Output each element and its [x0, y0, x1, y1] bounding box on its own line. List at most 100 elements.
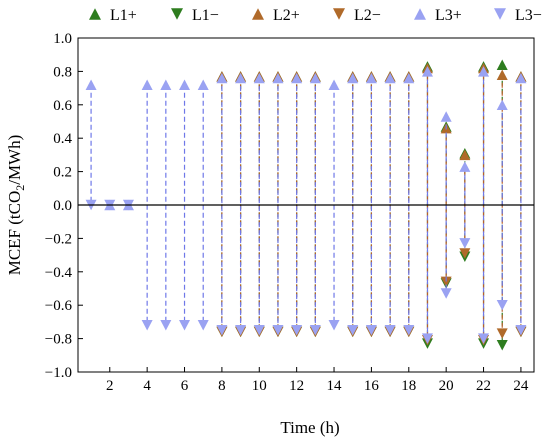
legend-label: L2+ [273, 7, 300, 24]
legend-item-l3-minus: L3− [494, 7, 542, 24]
y-tick-label: −0.2 [45, 231, 72, 247]
y-axis-title-prefix: MCEF (tCO [5, 191, 24, 276]
y-tick-label: −0.8 [45, 332, 72, 348]
data-point [179, 320, 191, 331]
data-point [272, 72, 284, 84]
data-point [384, 325, 396, 336]
data-point [85, 79, 97, 90]
data-point [347, 72, 359, 84]
data-point [403, 325, 415, 336]
legend-marker [414, 8, 426, 20]
data-point [496, 59, 508, 70]
series-l3-plus [85, 66, 527, 339]
data-point [365, 72, 377, 84]
y-tick-label: −1.0 [45, 365, 72, 381]
y-tick-label: −0.4 [45, 265, 73, 281]
x-tick-label: 8 [218, 378, 226, 394]
data-point [421, 333, 433, 344]
data-point [515, 325, 527, 336]
x-tick-label: 10 [252, 378, 267, 394]
data-point [440, 111, 452, 122]
data-point [141, 79, 153, 90]
data-point [141, 320, 153, 331]
x-tick-label: 6 [181, 378, 189, 394]
legend: L1+ L1− L2+ L2− L3+ L3− [89, 7, 542, 24]
legend-label: L3+ [435, 7, 462, 24]
data-point [459, 149, 471, 161]
legend-item-l3-plus: L3+ [414, 7, 462, 24]
y-tick-label: 0.6 [53, 98, 72, 114]
data-point [496, 99, 508, 111]
x-tick-label: 4 [143, 378, 151, 394]
y-axis-title-suffix: /MWh) [5, 135, 24, 185]
legend-item-l1-plus: L1+ [89, 7, 137, 24]
legend-label: L3− [515, 7, 542, 24]
x-tick-label: 16 [364, 378, 380, 394]
x-tick-label: 20 [439, 378, 454, 394]
data-point [478, 66, 490, 77]
data-point [272, 325, 284, 336]
data-point [515, 72, 527, 84]
y-tick-label: 0.8 [53, 64, 72, 80]
data-point [421, 66, 433, 77]
legend-label: L2− [354, 7, 381, 24]
data-point [347, 325, 359, 336]
data-point [216, 325, 228, 336]
data-point [216, 72, 228, 84]
y-tick-label: 0.2 [53, 165, 72, 181]
legend-marker [252, 8, 264, 20]
data-point [291, 325, 303, 336]
legend-marker [171, 8, 183, 20]
data-point [160, 320, 172, 331]
data-point [459, 161, 471, 172]
legend-label: L1− [192, 7, 219, 24]
y-tick-label: 0.0 [53, 198, 72, 214]
data-point [197, 79, 209, 90]
x-tick-label: 24 [513, 378, 529, 394]
legend-label: L1+ [110, 7, 137, 24]
y-axis-title-subscript: 2 [13, 185, 27, 191]
data-point [496, 299, 508, 311]
data-point [328, 79, 340, 90]
x-axis-title: Time (h) [280, 418, 339, 437]
data-point [197, 320, 209, 331]
data-point [291, 72, 303, 84]
legend-marker [333, 8, 345, 20]
legend-marker [494, 8, 506, 20]
data-point [309, 325, 321, 336]
data-point [403, 72, 415, 84]
data-point [478, 333, 490, 344]
data-point [235, 72, 247, 84]
data-point [309, 72, 321, 84]
data-point [253, 72, 265, 84]
data-point [235, 325, 247, 336]
data-point [179, 79, 191, 90]
data-point [328, 320, 340, 331]
data-point [459, 238, 471, 249]
data-point [459, 248, 471, 259]
x-tick-label: 22 [476, 378, 491, 394]
y-axis-title: MCEF (tCO2/MWh) [5, 135, 27, 276]
series-l3-minus [85, 199, 527, 344]
legend-marker [89, 8, 101, 20]
data-point [496, 340, 508, 351]
x-tick-label: 18 [401, 378, 416, 394]
y-tick-label: −0.6 [45, 298, 73, 314]
legend-item-l2-plus: L2+ [252, 7, 300, 24]
data-point [160, 79, 172, 90]
data-point [440, 288, 452, 299]
data-point [365, 325, 377, 336]
x-tick-label: 14 [327, 378, 343, 394]
data-point [440, 276, 452, 288]
x-tick-label: 12 [289, 378, 304, 394]
y-tick-label: 0.4 [53, 131, 72, 147]
legend-item-l1-minus: L1− [171, 7, 219, 24]
data-point [384, 72, 396, 84]
data-point [253, 325, 265, 336]
x-tick-label: 2 [106, 378, 114, 394]
axes-layer: 2 4 6 8 10 12 14 16 18 20 22 241.00.80.60.40.20.0−0… [45, 31, 535, 394]
legend-item-l2-minus: L2− [333, 7, 381, 24]
y-tick-label: 1.0 [53, 31, 72, 47]
data-point [496, 69, 508, 80]
